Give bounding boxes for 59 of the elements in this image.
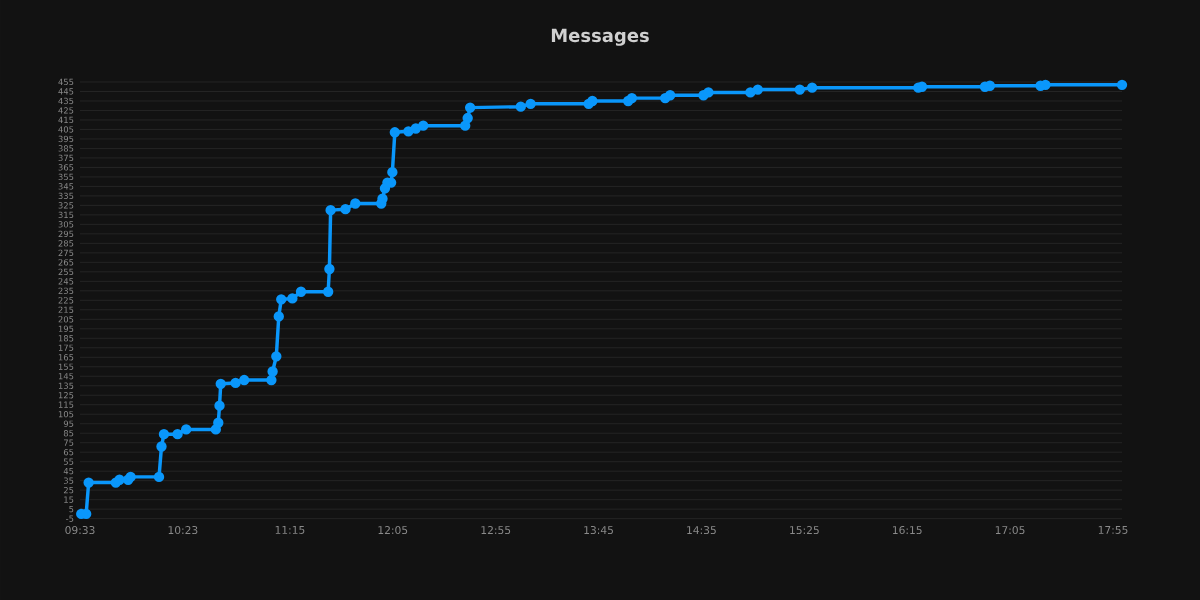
y-tick-label: 405 — [58, 126, 74, 133]
y-tick-label: 305 — [58, 221, 74, 228]
y-tick-label: 95 — [63, 420, 74, 427]
y-tick-label: 195 — [58, 325, 74, 332]
x-tick-label: 12:55 — [481, 526, 511, 535]
y-tick-label: 295 — [58, 230, 74, 238]
x-tick-label: 17:55 — [1098, 526, 1128, 534]
y-tick-label: 325 — [58, 202, 74, 209]
y-tick-label: 355 — [58, 173, 74, 181]
x-tick-label: 09:33 — [65, 526, 95, 535]
y-tick-label: 235 — [58, 287, 74, 295]
y-tick-label: 155 — [58, 363, 74, 370]
y-tick-label: 365 — [58, 164, 74, 171]
y-tick-label: 345 — [58, 183, 74, 190]
y-tick-label: 75 — [63, 439, 74, 446]
x-tick-label: 13:45 — [584, 526, 613, 535]
y-tick-label: 245 — [58, 278, 74, 285]
y-tick-label: 85 — [63, 430, 74, 437]
y-tick-label: 65 — [63, 449, 74, 456]
y-tick-label: 225 — [58, 297, 74, 304]
y-tick-label: 5 — [69, 506, 74, 513]
y-tick-label: 375 — [58, 154, 74, 162]
y-tick-label: 275 — [58, 249, 74, 257]
y-tick-label: 115 — [58, 401, 74, 408]
y-tick-label: 185 — [58, 335, 74, 342]
y-tick-label: 455 — [58, 78, 74, 86]
y-tick-label: 105 — [58, 411, 74, 418]
x-tick-label: 14:35 — [687, 526, 716, 535]
y-tick-label: -5 — [66, 515, 74, 522]
y-tick-label: 205 — [58, 316, 74, 323]
chart-title: Messages — [551, 28, 649, 46]
y-tick-label: 385 — [58, 145, 74, 152]
y-tick-label: 25 — [63, 487, 74, 494]
y-tick-label: 215 — [58, 306, 74, 313]
x-tick-label: 10:23 — [168, 526, 198, 535]
y-tick-label: 335 — [58, 192, 74, 200]
y-tick-label: 15 — [64, 496, 74, 503]
y-tick-label: 125 — [58, 392, 74, 399]
x-tick-label: 15:25 — [790, 526, 819, 535]
x-tick-label: 17:05 — [995, 526, 1025, 535]
y-tick-label: 445 — [58, 88, 74, 95]
y-tick-label: 395 — [58, 135, 74, 143]
y-tick-label: 45 — [63, 468, 74, 475]
y-tick-label: 265 — [58, 259, 74, 266]
y-tick-label: 435 — [58, 97, 74, 105]
y-tick-label: 55 — [63, 458, 74, 465]
y-tick-label: 285 — [58, 240, 74, 247]
y-tick-label: 135 — [58, 382, 74, 389]
y-tick-label: 425 — [58, 107, 74, 114]
y-tick-label: 255 — [58, 268, 74, 276]
x-tick-label: 12:05 — [378, 526, 408, 535]
x-tick-label: 11:15 — [275, 526, 305, 534]
y-tick-label: 175 — [58, 344, 74, 351]
y-tick-label: 315 — [58, 211, 74, 219]
y-tick-label: 35 — [63, 477, 74, 484]
y-tick-label: 165 — [58, 354, 74, 361]
y-tick-label: 145 — [58, 373, 74, 380]
x-tick-label: 16:15 — [892, 526, 922, 535]
y-tick-label: 415 — [58, 116, 74, 124]
